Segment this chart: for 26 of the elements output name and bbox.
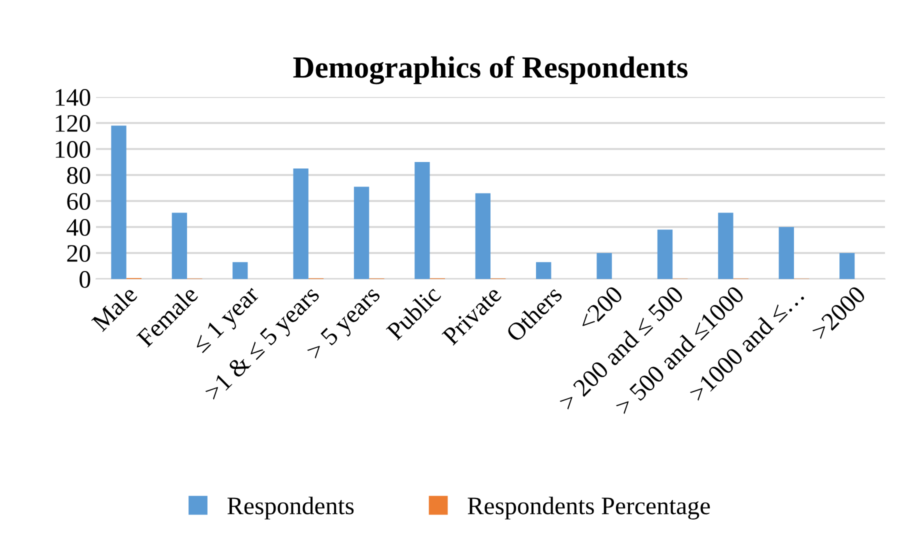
bar xyxy=(232,262,248,279)
bar xyxy=(111,126,126,279)
bar xyxy=(475,193,490,279)
legend-label: Respondents xyxy=(227,496,354,520)
y-tick-label: 0 xyxy=(80,271,90,288)
chart-title: Demographics of Respondents xyxy=(293,56,688,84)
y-tick-label: 120 xyxy=(56,115,90,132)
bar xyxy=(536,262,552,279)
bar xyxy=(778,227,794,279)
y-tick-label: 100 xyxy=(56,141,90,158)
bar xyxy=(414,162,430,279)
bar xyxy=(657,230,673,279)
bar xyxy=(354,186,370,279)
y-tick-label: 60 xyxy=(67,193,90,210)
y-tick-label: 40 xyxy=(66,219,90,236)
y-tick-label: 80 xyxy=(67,167,90,184)
y-tick-label: 140 xyxy=(56,89,90,106)
legend-label: Respondents Percentage xyxy=(468,496,710,520)
x-tick-label: <200 xyxy=(576,285,624,332)
bar xyxy=(718,212,734,279)
bar xyxy=(293,168,308,279)
y-tick-label: 20 xyxy=(67,245,90,262)
bar xyxy=(839,253,855,279)
bar xyxy=(596,253,612,279)
x-tick-label: Male xyxy=(90,284,138,332)
bar xyxy=(172,212,188,279)
